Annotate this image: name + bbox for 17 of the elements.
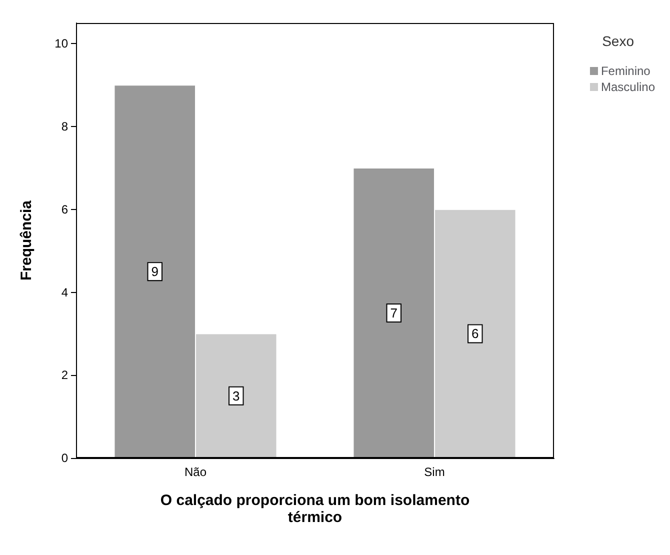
y-tick-label: 8 xyxy=(61,120,68,134)
data-label: 3 xyxy=(232,388,240,404)
data-label: 6 xyxy=(472,326,479,342)
y-tick-label: 0 xyxy=(61,451,68,465)
x-tick-label: Sim xyxy=(424,465,445,479)
y-tick-label: 6 xyxy=(61,202,68,216)
x-tick-label: Não xyxy=(184,465,207,479)
x-axis-title: O calçado proporciona um bom isolamento térmico xyxy=(160,492,470,526)
data-label: 7 xyxy=(390,306,398,320)
y-axis-title: Frequência xyxy=(18,200,35,281)
legend-label: Masculino xyxy=(600,80,656,94)
y-tick-label: 2 xyxy=(61,368,68,382)
data-label: 9 xyxy=(151,264,158,280)
y-tick-label: 10 xyxy=(54,36,68,51)
legend-title: Sexo xyxy=(602,33,634,49)
y-tick-label: 4 xyxy=(61,285,68,300)
legend-label: Feminino xyxy=(600,64,651,78)
